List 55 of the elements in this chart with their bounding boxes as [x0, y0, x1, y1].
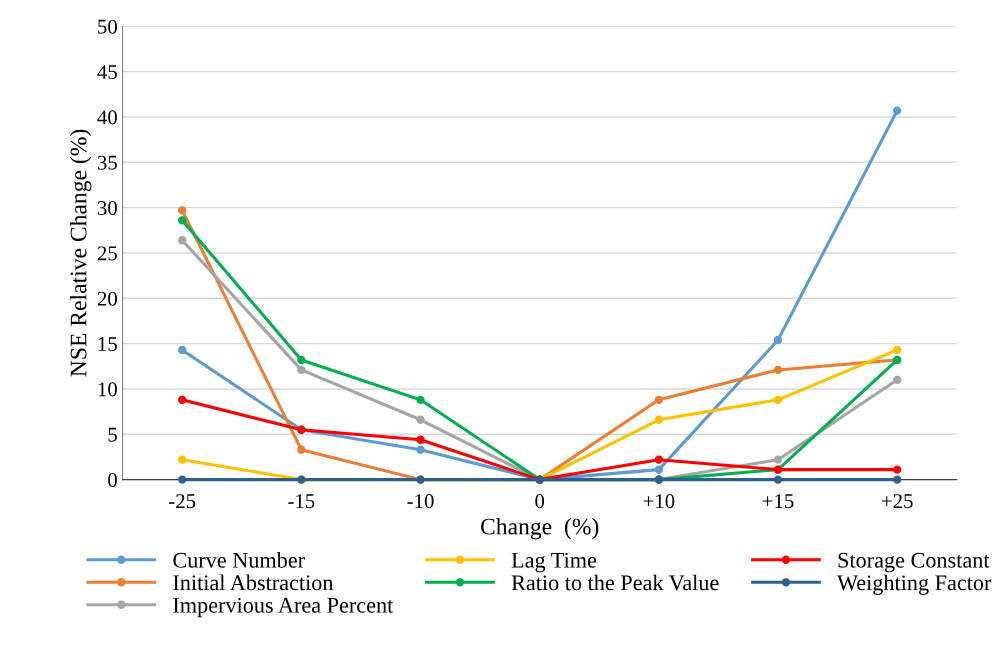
point	[416, 415, 425, 424]
point	[893, 475, 902, 484]
point	[654, 395, 664, 404]
legend-label: Weighting Factor	[837, 574, 992, 595]
point	[893, 106, 902, 115]
x-tick-label: -25	[169, 494, 196, 509]
point	[773, 395, 783, 404]
legend-label: Storage Constant	[838, 552, 990, 573]
point	[654, 455, 664, 464]
point	[654, 415, 664, 424]
x-tick-label: -15	[288, 494, 315, 509]
y-tick-label: 30	[97, 200, 117, 216]
legend-label: Curve Number	[173, 552, 305, 568]
point	[178, 475, 187, 484]
point	[297, 365, 306, 375]
legend-label: Ratio to the Peak Value	[511, 574, 719, 591]
point	[416, 445, 425, 454]
point	[893, 465, 902, 474]
point	[178, 236, 187, 245]
legend-label: Initial Abstraction	[173, 574, 334, 591]
y-tick-label: 40	[97, 110, 117, 125]
point	[297, 445, 306, 454]
y-tick-label: 20	[97, 291, 117, 306]
y-tick-label: 25	[97, 246, 117, 261]
legend-label: Lag Time	[511, 552, 597, 573]
x-tick-label: 0	[535, 494, 545, 509]
point	[416, 395, 425, 404]
y-tick-label: 45	[97, 65, 117, 80]
point	[893, 345, 902, 355]
point	[297, 355, 306, 365]
point	[893, 375, 902, 385]
x-tick-label: +15	[762, 494, 794, 509]
x-tick-label: +25	[881, 494, 913, 509]
x-tick-label: -10	[407, 494, 434, 509]
point	[178, 395, 187, 404]
y-tick-label: 35	[97, 155, 117, 170]
point	[773, 455, 783, 464]
y-tick-label: 5	[108, 427, 117, 442]
y-tick-label: 15	[98, 337, 117, 352]
point	[178, 216, 187, 225]
point	[773, 365, 783, 375]
y-tick-label: 0	[108, 472, 117, 488]
point	[178, 345, 187, 355]
legend-label: Impervious Area Percent	[173, 597, 394, 618]
point	[773, 335, 783, 345]
point	[654, 465, 664, 474]
point	[773, 475, 783, 484]
y-tick-label: 10	[98, 382, 117, 397]
y-tick-label: 50	[98, 19, 117, 34]
x-axis-title: Change (%)	[480, 517, 599, 540]
point	[178, 206, 187, 215]
point	[416, 435, 425, 444]
point	[178, 455, 187, 464]
x-tick-label: +10	[643, 494, 675, 509]
y-axis-title: NSE Relative Change (%)	[69, 129, 92, 377]
